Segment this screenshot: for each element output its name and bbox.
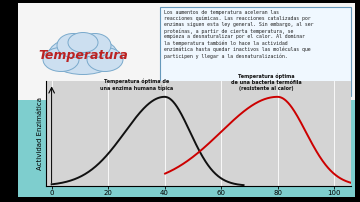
Text: Temperatura óptima
de una bacteria termófila
(resistente al calor): Temperatura óptima de una bacteria termó… [231, 74, 302, 90]
Ellipse shape [87, 47, 123, 72]
Ellipse shape [43, 47, 79, 72]
Text: Temperatura óptima de
una enzima humana típica: Temperatura óptima de una enzima humana … [100, 79, 173, 90]
FancyBboxPatch shape [18, 3, 355, 100]
Ellipse shape [57, 34, 89, 58]
Ellipse shape [48, 37, 118, 75]
Ellipse shape [79, 34, 111, 58]
Ellipse shape [68, 33, 98, 53]
Text: Temperatura: Temperatura [38, 49, 128, 62]
Text: Los aumentos de temperatura aceleran las
reacciones químicas. Las reacciones cat: Los aumentos de temperatura aceleran las… [164, 10, 314, 59]
Y-axis label: Actividad Enzimática: Actividad Enzimática [37, 97, 43, 170]
FancyBboxPatch shape [18, 3, 355, 197]
X-axis label: Temperatura (°C) →: Temperatura (°C) → [165, 199, 233, 202]
FancyBboxPatch shape [160, 7, 351, 96]
